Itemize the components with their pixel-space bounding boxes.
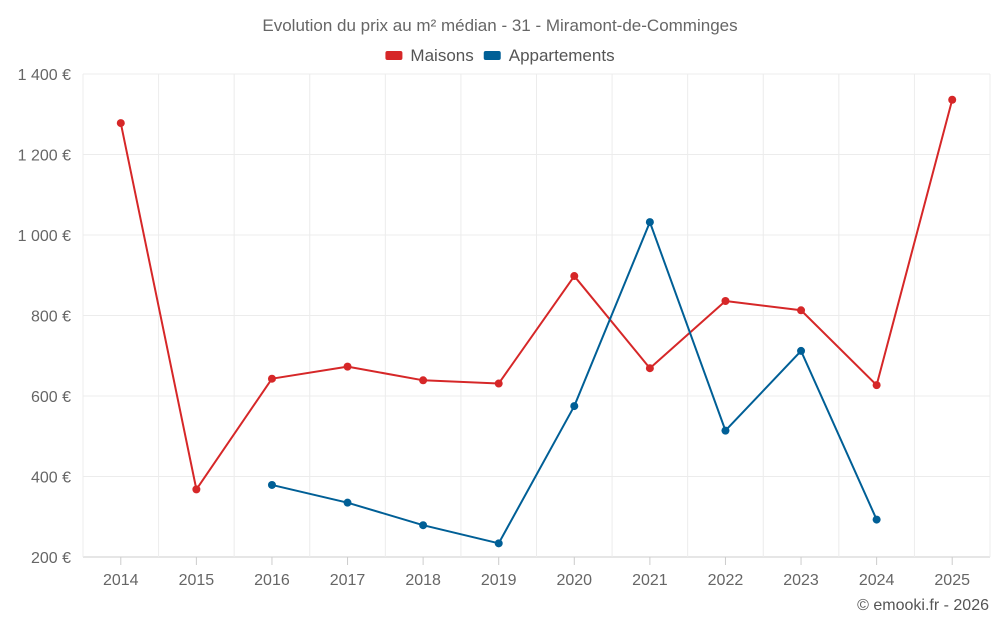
- x-tick-label: 2015: [179, 572, 215, 589]
- data-point[interactable]: [797, 306, 806, 315]
- series-1: [267, 218, 881, 548]
- data-point[interactable]: [570, 402, 579, 411]
- data-point[interactable]: [797, 346, 806, 355]
- data-point[interactable]: [116, 119, 125, 128]
- series-line: [119, 99, 954, 491]
- legend: Maisons Appartements: [385, 46, 615, 65]
- data-point[interactable]: [872, 515, 881, 524]
- x-tick-label: 2017: [330, 572, 366, 589]
- data-point[interactable]: [494, 379, 503, 388]
- data-point[interactable]: [721, 426, 730, 435]
- y-tick-label: 600 €: [31, 389, 71, 406]
- x-tick-label: 2014: [103, 572, 139, 589]
- data-point[interactable]: [343, 362, 352, 371]
- data-point[interactable]: [721, 297, 730, 306]
- legend-item[interactable]: Appartements: [483, 46, 615, 65]
- data-point[interactable]: [494, 539, 503, 548]
- legend-item[interactable]: Maisons: [385, 46, 474, 65]
- series-line: [271, 221, 878, 545]
- x-tick-label: 2023: [783, 572, 819, 589]
- y-tick-label: 200 €: [31, 550, 71, 567]
- y-tick-label: 1 400 €: [18, 67, 71, 84]
- x-axis-labels: 2014 2015 2016 2017 2018 2019 2020 2021 2022 2023…: [103, 557, 970, 589]
- chart-title: Evolution du prix au m² médian - 31 - Mi…: [262, 16, 737, 35]
- x-tick-label: 2016: [254, 572, 290, 589]
- data-point[interactable]: [948, 95, 957, 104]
- x-tick-label: 2024: [859, 572, 895, 589]
- credit-text: © emooki.fr - 2026: [857, 597, 989, 614]
- y-tick-label: 800 €: [31, 309, 71, 326]
- legend-swatch: [483, 51, 501, 60]
- series-group: [116, 95, 957, 548]
- data-point[interactable]: [570, 272, 579, 281]
- y-tick-label: 1 200 €: [18, 148, 71, 165]
- data-point[interactable]: [645, 218, 654, 227]
- data-point[interactable]: [419, 521, 428, 530]
- data-point[interactable]: [267, 480, 276, 489]
- legend-label: Appartements: [509, 46, 615, 65]
- y-axis-labels: 200 € 400 € 600 € 800 € 1 000 € 1 200 € 1 400 …: [18, 67, 71, 567]
- x-tick-label: 2022: [708, 572, 744, 589]
- legend-swatch: [385, 51, 403, 60]
- x-tick-label: 2025: [934, 572, 970, 589]
- data-point[interactable]: [192, 485, 201, 494]
- legend-label: Maisons: [410, 46, 473, 65]
- x-tick-label: 2018: [405, 572, 441, 589]
- data-point[interactable]: [419, 376, 428, 385]
- x-tick-label: 2020: [556, 572, 592, 589]
- y-tick-label: 1 000 €: [18, 228, 71, 245]
- data-point[interactable]: [645, 364, 654, 373]
- x-tick-label: 2021: [632, 572, 668, 589]
- y-tick-label: 400 €: [31, 470, 71, 487]
- data-point[interactable]: [872, 381, 881, 390]
- x-tick-label: 2019: [481, 572, 517, 589]
- series-0: [116, 95, 957, 494]
- data-point[interactable]: [343, 498, 352, 507]
- data-point[interactable]: [267, 374, 276, 383]
